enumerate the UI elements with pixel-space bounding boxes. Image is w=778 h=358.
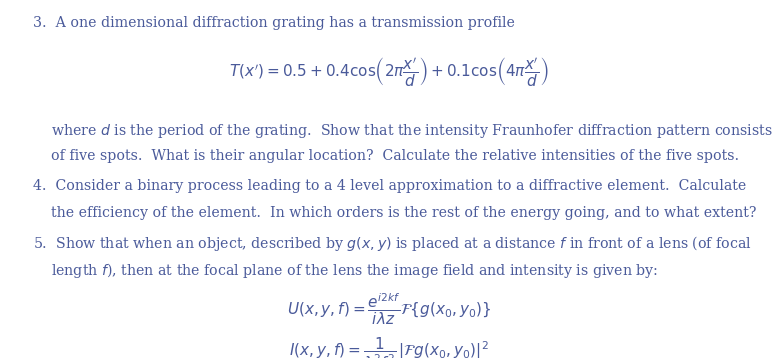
Text: length $f$), then at the focal plane of the lens the image field and intensity i: length $f$), then at the focal plane of … [51, 261, 657, 280]
Text: 4.  Consider a binary process leading to a 4 level approximation to a diffractiv: 4. Consider a binary process leading to … [33, 179, 746, 193]
Text: 3.  A one dimensional diffraction grating has a transmission profile: 3. A one dimensional diffraction grating… [33, 16, 514, 30]
Text: $T(x') = 0.5 + 0.4\cos\!\left(2\pi\dfrac{x'}{d}\right) + 0.1\cos\!\left(4\pi\dfr: $T(x') = 0.5 + 0.4\cos\!\left(2\pi\dfrac… [230, 55, 548, 89]
Text: $I(x, y, f) = \dfrac{1}{\lambda^2 f^2}\,|\mathcal{F}g(x_0, y_0)|^2$: $I(x, y, f) = \dfrac{1}{\lambda^2 f^2}\,… [289, 336, 489, 358]
Text: of five spots.  What is their angular location?  Calculate the relative intensit: of five spots. What is their angular loc… [51, 149, 738, 163]
Text: 5.  Show that when an object, described by $g(x, y)$ is placed at a distance $f$: 5. Show that when an object, described b… [33, 234, 752, 253]
Text: the efficiency of the element.  In which orders is the rest of the energy going,: the efficiency of the element. In which … [51, 206, 756, 220]
Text: $U(x, y, f) = \dfrac{e^{i2kf}}{i\lambda z}\mathcal{F}\{g(x_0, y_0)\}$: $U(x, y, f) = \dfrac{e^{i2kf}}{i\lambda … [287, 292, 491, 327]
Text: where $d$ is the period of the grating.  Show that the intensity Fraunhofer diff: where $d$ is the period of the grating. … [51, 122, 773, 140]
